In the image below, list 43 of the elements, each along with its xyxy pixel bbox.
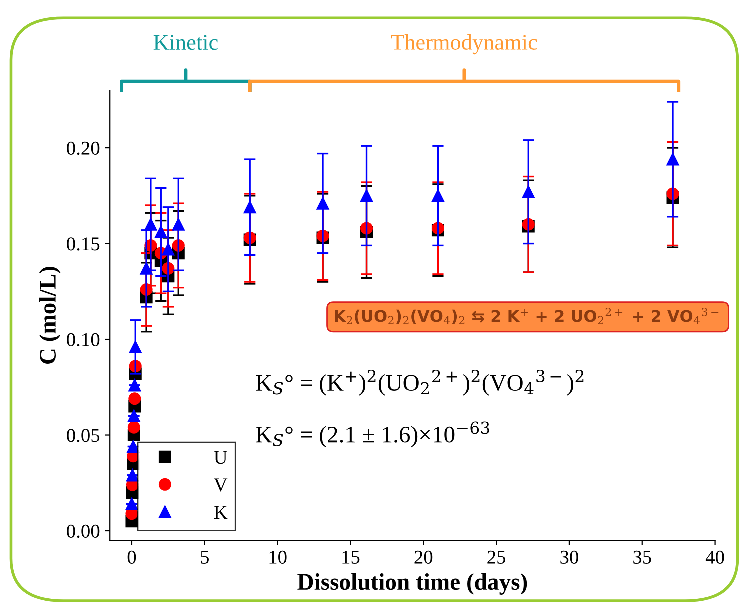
x-tick-label: 35: [634, 550, 652, 564]
text: K$_{2}$(UO$_{2}$)$_{2}$(VO$_{4}$)$_{2}$ ⇆ 2 K$^{+}$ + 2 UO$_{2}$$^{2+}$ + 2 VO$_{4}$$^{3−}$: [335, 308, 719, 325]
point: [172, 218, 185, 231]
y-axis-title: C (mol/L): [39, 267, 61, 364]
point: [360, 190, 374, 202]
point: [154, 226, 168, 239]
x-tick-label: 40: [706, 550, 724, 564]
point: [126, 498, 138, 510]
x-tick-label: 10: [270, 550, 287, 564]
text: K$_{S}$° = (K$^{+}$)$^{2}$(UO$_{2}$$^{2+}$)$^{2}$(VO$_{4}$$^{3−}$)$^{2}$: [256, 370, 584, 396]
legend-label: U: [214, 451, 228, 464]
point: [144, 218, 158, 231]
y-tick-label: 0.00: [67, 524, 100, 538]
y-tick-label: 0.10: [67, 333, 100, 347]
point: [128, 379, 142, 392]
point: [127, 440, 140, 454]
point: [522, 186, 535, 198]
x-tick-label: 5: [201, 551, 209, 564]
point: [140, 262, 153, 275]
y-tick-label: 0.15: [67, 238, 100, 251]
point: [126, 469, 139, 482]
x-tick-label: 15: [342, 550, 360, 564]
x-axis-title: Dissolution time (days): [298, 573, 528, 595]
legend-label: K: [214, 506, 228, 519]
x-tick-label: 30: [560, 550, 578, 564]
x-tick-label: 25: [488, 550, 506, 564]
point: [666, 153, 680, 166]
point: [432, 190, 444, 202]
text: Kinetic: [154, 35, 218, 50]
y-tick-label: 0.05: [67, 429, 100, 442]
point: [162, 243, 175, 256]
point: [244, 201, 256, 214]
point: [316, 197, 330, 210]
annotation: K$_{S}$° = (2.1 ± 1.6)×10$^{−63}$: [256, 422, 490, 448]
point: [128, 392, 142, 406]
text: Thermodynamic: [391, 34, 538, 55]
point: [129, 340, 142, 354]
y-tick-label: 0.20: [67, 142, 100, 156]
point: [128, 421, 140, 434]
x-tick-label: 20: [414, 550, 433, 564]
x-tick-label: 0: [128, 550, 136, 564]
point: [128, 410, 140, 422]
legend-label: V: [214, 478, 228, 492]
